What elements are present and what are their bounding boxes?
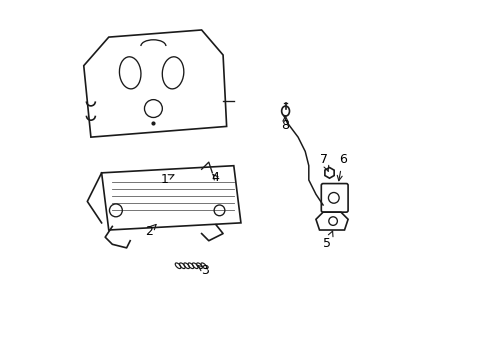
Text: 2: 2 xyxy=(144,224,156,238)
Text: 5: 5 xyxy=(323,231,332,250)
Text: 4: 4 xyxy=(211,171,219,184)
Text: 1: 1 xyxy=(160,173,174,186)
Text: 7: 7 xyxy=(319,153,328,171)
Text: 3: 3 xyxy=(198,264,209,277)
Text: 6: 6 xyxy=(337,153,346,181)
Text: 8: 8 xyxy=(281,116,288,132)
